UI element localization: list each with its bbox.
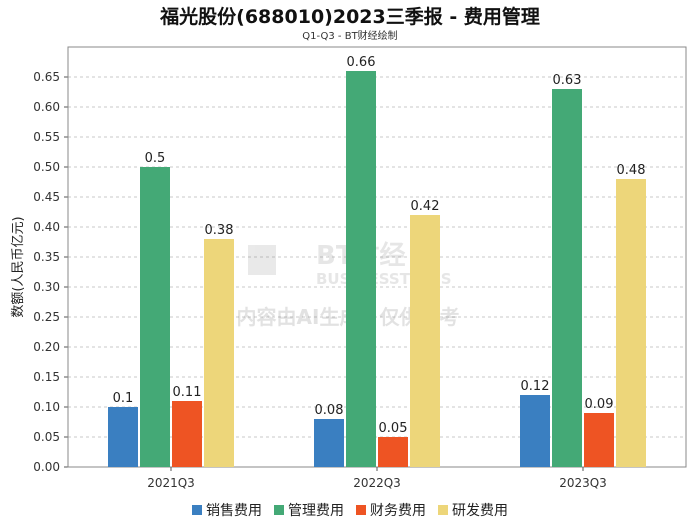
bar-value-label: 0.12: [521, 379, 550, 394]
bar: [172, 401, 202, 467]
legend-item[interactable]: 财务费用: [356, 500, 426, 520]
y-tick-label: 0.45: [33, 190, 60, 204]
bar: [584, 413, 614, 467]
y-tick-label: 0.55: [33, 130, 60, 144]
y-tick-label: 0.20: [33, 340, 60, 354]
y-tick-label: 0.40: [33, 220, 60, 234]
bar-value-label: 0.5: [145, 151, 166, 166]
y-tick-label: 0.60: [33, 100, 60, 114]
y-tick-label: 0.00: [33, 460, 60, 474]
bar: [108, 407, 138, 467]
bar: [204, 239, 234, 467]
y-tick-label: 0.10: [33, 400, 60, 414]
bar-value-label: 0.05: [379, 421, 408, 436]
legend-item[interactable]: 销售费用: [192, 500, 262, 520]
bar: [378, 437, 408, 467]
bar-value-label: 0.1: [113, 391, 134, 406]
watermark-logo-icon: [248, 245, 276, 275]
bar-value-label: 0.42: [411, 199, 440, 214]
legend-label: 研发费用: [452, 503, 508, 519]
y-tick-label: 0.05: [33, 430, 60, 444]
bar-value-label: 0.63: [553, 73, 582, 88]
legend-label: 管理费用: [288, 503, 344, 519]
legend-label: 销售费用: [206, 503, 262, 519]
bars: 0.1 0.5 0.11 0.38 0.08 0.66 0.05 0.42 0.12 0.63 0.…: [108, 55, 646, 467]
legend-swatch: [192, 505, 202, 515]
bar-value-label: 0.11: [173, 385, 202, 400]
x-tick-label: 2021Q3: [147, 476, 195, 490]
bar: [520, 395, 550, 467]
y-tick-label: 0.50: [33, 160, 60, 174]
bar-value-label: 0.38: [205, 223, 234, 238]
legend-swatch: [438, 505, 448, 515]
x-tick-label: 2022Q3: [353, 476, 401, 490]
bar: [346, 71, 376, 467]
bar-value-label: 0.08: [315, 403, 344, 418]
bar: [616, 179, 646, 467]
bar: [314, 419, 344, 467]
legend-item[interactable]: 研发费用: [438, 500, 508, 520]
legend-label: 财务费用: [370, 503, 426, 519]
axes: 0.00 0.05 0.10 0.15 0.20 0.25 0.30 0.35 0.40 0.45…: [33, 46, 687, 490]
y-tick-label: 0.15: [33, 370, 60, 384]
bar-value-label: 0.48: [617, 163, 646, 178]
y-tick-label: 0.25: [33, 310, 60, 324]
y-axis-label: 数额(人民币亿元): [11, 216, 26, 317]
y-tick-label: 0.35: [33, 250, 60, 264]
chart-subtitle: Q1-Q3 - BT财经绘制: [302, 31, 398, 42]
y-tick-label: 0.30: [33, 280, 60, 294]
bar: [140, 167, 170, 467]
legend-swatch: [356, 505, 366, 515]
bar-value-label: 0.66: [347, 55, 376, 70]
gridlines: [68, 76, 686, 438]
y-tick-label: 0.65: [33, 70, 60, 84]
bar: [552, 89, 582, 467]
legend-swatch: [274, 505, 284, 515]
bar: [410, 215, 440, 467]
legend-item[interactable]: 管理费用: [274, 500, 344, 520]
bar-value-label: 0.09: [585, 397, 614, 412]
x-tick-label: 2023Q3: [559, 476, 607, 490]
legend: 销售费用 管理费用 财务费用 研发费用: [0, 500, 700, 520]
chart-title: 福光股份(688010)2023三季报 - 费用管理: [160, 6, 540, 28]
